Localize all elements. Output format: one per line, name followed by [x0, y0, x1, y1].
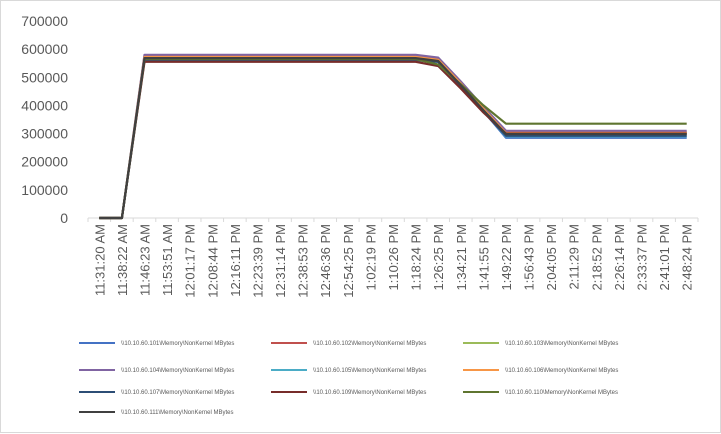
x-tick-label: 12:01:17 PM — [183, 224, 198, 298]
x-tick-label: 2:04:05 PM — [544, 224, 559, 291]
legend: \\10.10.60.101\Memory\NonKernel MBytes \\… — [79, 341, 618, 416]
y-tick-label: 500000 — [21, 69, 68, 85]
x-tick-label: 12:46:36 PM — [318, 224, 333, 298]
x-tick-label: 11:38:22 AM — [115, 224, 130, 296]
legend-label: \\10.10.60.105\Memory\NonKernel MBytes — [313, 368, 426, 374]
legend-label: \\10.10.60.107\Memory\NonKernel MBytes — [121, 390, 234, 396]
x-tick-label: 2:41:01 PM — [657, 224, 672, 291]
x-tick-label: 1:49:22 PM — [499, 224, 514, 291]
y-tick-label: 400000 — [21, 97, 68, 113]
series-lines — [99, 53, 687, 220]
x-tick-label: 11:31:20 AM — [92, 224, 107, 296]
x-tick-label: 2:26:14 PM — [612, 224, 627, 291]
series-line — [99, 53, 687, 220]
x-axis-tick-labels: 11:31:20 AM 11:38:22 AM 11:46:23 AM 11:53:5… — [92, 224, 694, 298]
x-tick-label: 11:53:51 AM — [160, 224, 175, 296]
legend-label: \\10.10.60.104\Memory\NonKernel MBytes — [121, 368, 234, 374]
legend-label: \\10.10.60.102\Memory\NonKernel MBytes — [313, 341, 426, 347]
legend-label: \\10.10.60.111\Memory\NonKernel MBytes — [121, 410, 234, 416]
series-line — [99, 59, 687, 220]
x-tick-label: 1:56:43 PM — [522, 224, 537, 291]
x-tick-label: 1:34:21 PM — [454, 224, 469, 291]
x-tick-label: 12:38:53 PM — [296, 224, 311, 298]
x-tick-label: 1:10:26 PM — [386, 224, 401, 291]
y-tick-label: 600000 — [21, 41, 68, 57]
x-axis-ticks — [87, 218, 699, 222]
x-tick-label: 12:08:44 PM — [205, 224, 220, 298]
x-tick-label: 11:46:23 AM — [137, 224, 152, 296]
series-line — [99, 56, 687, 220]
y-tick-label: 0 — [60, 210, 68, 226]
legend-label: \\10.10.60.103\Memory\NonKernel MBytes — [505, 341, 618, 347]
legend-label: \\10.10.60.110\Memory\NonKernel MBytes — [505, 390, 618, 396]
y-axis-tick-labels: 0 100000 200000 300000 400000 500000 600000 700… — [21, 13, 68, 226]
x-tick-label: 2:18:52 PM — [589, 224, 604, 291]
x-tick-label: 2:33:37 PM — [635, 224, 650, 291]
x-tick-label: 2:48:24 PM — [680, 224, 695, 291]
x-tick-label: 1:18:24 PM — [409, 224, 424, 291]
legend-label: \\10.10.60.101\Memory\NonKernel MBytes — [121, 341, 234, 347]
y-tick-label: 100000 — [21, 182, 68, 198]
x-tick-label: 1:26:25 PM — [431, 224, 446, 291]
x-tick-label: 1:41:55 PM — [476, 224, 491, 291]
legend-label: \\10.10.60.106\Memory\NonKernel MBytes — [505, 368, 618, 374]
y-tick-label: 300000 — [21, 126, 68, 142]
y-tick-label: 200000 — [21, 154, 68, 170]
x-tick-label: 12:31:14 PM — [273, 224, 288, 298]
x-tick-label: 12:54:25 PM — [341, 224, 356, 298]
x-tick-label: 1:02:19 PM — [363, 224, 378, 291]
x-tick-label: 12:23:39 PM — [250, 224, 265, 298]
x-tick-label: 2:11:29 PM — [567, 224, 582, 290]
legend-label: \\10.10.60.109\Memory\NonKernel MBytes — [313, 390, 426, 396]
series-line — [99, 60, 687, 220]
y-tick-label: 700000 — [21, 13, 68, 29]
x-tick-label: 12:16:11 PM — [228, 224, 243, 297]
